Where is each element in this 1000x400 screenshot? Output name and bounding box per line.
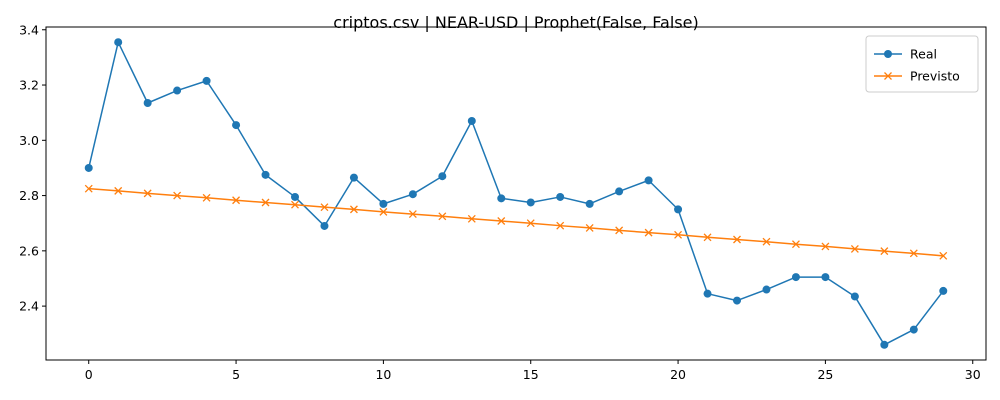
data-point — [703, 289, 712, 298]
data-point — [615, 187, 624, 196]
legend-box — [865, 35, 979, 93]
data-point — [644, 228, 653, 237]
data-point — [939, 251, 948, 260]
x-tick-label: 0 — [85, 367, 93, 382]
data-point — [438, 212, 447, 221]
data-point — [408, 210, 417, 219]
data-point — [850, 244, 859, 253]
data-point — [173, 191, 182, 200]
data-point — [674, 230, 683, 239]
data-point — [526, 198, 535, 207]
data-point — [615, 226, 624, 235]
data-point — [762, 285, 771, 294]
data-point — [909, 325, 918, 334]
data-point — [821, 242, 830, 251]
legend-marker — [884, 72, 892, 80]
plot-frame — [45, 26, 987, 361]
x-tick-label: 30 — [965, 367, 981, 382]
legend-marker — [884, 50, 892, 58]
data-point — [261, 198, 270, 207]
data-point — [467, 116, 476, 125]
data-point — [733, 235, 741, 244]
chart-title: criptos.csv | NEAR-USD | Prophet(False, … — [333, 13, 698, 32]
x-tick-label: 5 — [232, 367, 240, 382]
data-point — [939, 286, 948, 295]
data-point — [526, 219, 535, 228]
series-previsto — [84, 184, 948, 260]
data-point — [880, 340, 889, 349]
legend: Real Previsto — [865, 35, 979, 93]
data-point — [703, 233, 712, 242]
data-point — [84, 163, 93, 172]
x-tick-label: 15 — [523, 367, 539, 382]
data-point — [114, 38, 123, 47]
data-point — [349, 205, 358, 214]
data-point — [84, 184, 93, 193]
legend-label: Real — [910, 47, 937, 62]
x-tick-label: 25 — [817, 367, 833, 382]
series-layer — [84, 38, 948, 349]
data-point — [320, 221, 329, 230]
data-point — [202, 193, 211, 202]
y-tick-label: 2.6 — [19, 243, 39, 258]
data-point — [497, 194, 506, 203]
series-real — [84, 38, 948, 349]
data-point — [320, 203, 329, 212]
y-tick-label: 3.0 — [19, 133, 39, 148]
legend-item-previsto: Previsto — [874, 69, 960, 84]
data-point — [644, 176, 653, 185]
y-axis: 2.4 2.6 2.8 3.0 3.2 3.4 — [19, 22, 46, 314]
data-point — [880, 247, 889, 256]
data-point — [556, 192, 565, 201]
data-point — [349, 173, 358, 182]
data-point — [114, 186, 123, 195]
data-point — [791, 240, 800, 249]
y-tick-label: 2.4 — [19, 299, 39, 314]
data-point — [232, 121, 241, 130]
data-point — [733, 296, 742, 305]
legend-label: Previsto — [910, 69, 960, 84]
data-point — [379, 199, 388, 208]
legend-item-real: Real — [874, 47, 937, 62]
data-point — [585, 223, 594, 232]
data-point — [202, 76, 211, 85]
y-tick-label: 3.4 — [19, 22, 39, 37]
x-tick-label: 10 — [375, 367, 391, 382]
data-point — [261, 170, 270, 179]
data-point — [438, 172, 447, 181]
data-point — [173, 86, 182, 95]
data-point — [909, 249, 918, 258]
data-point — [143, 189, 152, 198]
series-line-previsto — [88, 187, 944, 257]
data-point — [232, 196, 241, 205]
data-point — [585, 199, 594, 208]
y-tick-label: 2.8 — [19, 188, 39, 203]
data-point — [850, 292, 859, 301]
data-point — [379, 207, 388, 216]
data-point — [143, 98, 152, 107]
data-point — [290, 192, 299, 201]
data-point — [497, 217, 506, 225]
data-point — [821, 273, 830, 282]
x-tick-label: 20 — [670, 367, 686, 382]
data-point — [674, 205, 683, 214]
x-axis: 0 5 10 15 20 25 30 — [85, 360, 981, 382]
data-point — [467, 214, 476, 223]
data-point — [408, 190, 417, 199]
data-point — [556, 221, 565, 230]
data-point — [291, 200, 299, 209]
series-line-real — [87, 41, 944, 346]
y-tick-label: 3.2 — [19, 78, 39, 93]
data-point — [791, 273, 800, 282]
data-point — [762, 237, 771, 246]
